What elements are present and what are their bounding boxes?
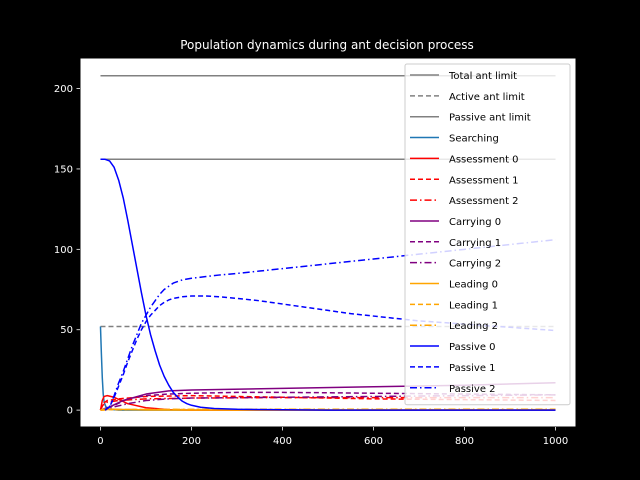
x-tick-label: 200 bbox=[182, 436, 201, 447]
y-tick-label: 150 bbox=[54, 164, 73, 175]
legend-label-leading-2: Leading 2 bbox=[449, 321, 498, 332]
legend-label-passive-2: Passive 2 bbox=[449, 384, 496, 395]
legend-label-searching: Searching bbox=[449, 134, 499, 145]
legend-label-active-ant-limit: Active ant limit bbox=[449, 92, 525, 103]
legend-label-total-ant-limit: Total ant limit bbox=[448, 71, 517, 82]
y-tick-label: 100 bbox=[54, 245, 73, 256]
legend-label-leading-0: Leading 0 bbox=[449, 280, 498, 291]
chart-title: Population dynamics during ant decision … bbox=[180, 38, 474, 52]
x-tick-label: 1000 bbox=[543, 436, 568, 447]
series-layer bbox=[99, 74, 556, 411]
y-tick-label: 50 bbox=[60, 325, 73, 336]
legend-label-leading-1: Leading 1 bbox=[449, 300, 498, 311]
legend: Total ant limit Active ant limit Passive a… bbox=[404, 63, 571, 406]
legend-label-passive-ant-limit: Passive ant limit bbox=[449, 113, 531, 124]
legend-label-carrying-1: Carrying 1 bbox=[449, 238, 501, 249]
y-tick-label: 200 bbox=[54, 84, 73, 95]
legend-label-passive-0: Passive 0 bbox=[449, 342, 496, 353]
x-tick-label: 800 bbox=[455, 436, 474, 447]
x-tick-label: 400 bbox=[273, 436, 292, 447]
legend-label-assessment-0: Assessment 0 bbox=[449, 154, 519, 165]
series-line-passive-0 bbox=[100, 158, 556, 411]
legend-label-assessment-2: Assessment 2 bbox=[449, 196, 519, 207]
y-tick-label: 0 bbox=[67, 406, 73, 417]
x-axis: 0 200 400 600 800 1000 bbox=[97, 427, 568, 447]
legend-label-assessment-1: Assessment 1 bbox=[449, 175, 519, 186]
x-tick-label: 600 bbox=[364, 436, 383, 447]
series-line-passive-1 bbox=[104, 295, 556, 411]
legend-label-carrying-2: Carrying 2 bbox=[449, 259, 501, 270]
legend-box bbox=[404, 63, 571, 406]
y-axis: 0 50 100 150 200 bbox=[54, 84, 80, 417]
legend-label-passive-1: Passive 1 bbox=[449, 363, 496, 374]
axes-frame bbox=[79, 57, 577, 428]
series-line-assessment-1 bbox=[99, 394, 556, 411]
x-tick-label: 0 bbox=[97, 436, 103, 447]
legend-label-carrying-0: Carrying 0 bbox=[449, 217, 501, 228]
series-line-carrying-1 bbox=[100, 391, 556, 411]
series-line-leading-2 bbox=[100, 408, 556, 411]
